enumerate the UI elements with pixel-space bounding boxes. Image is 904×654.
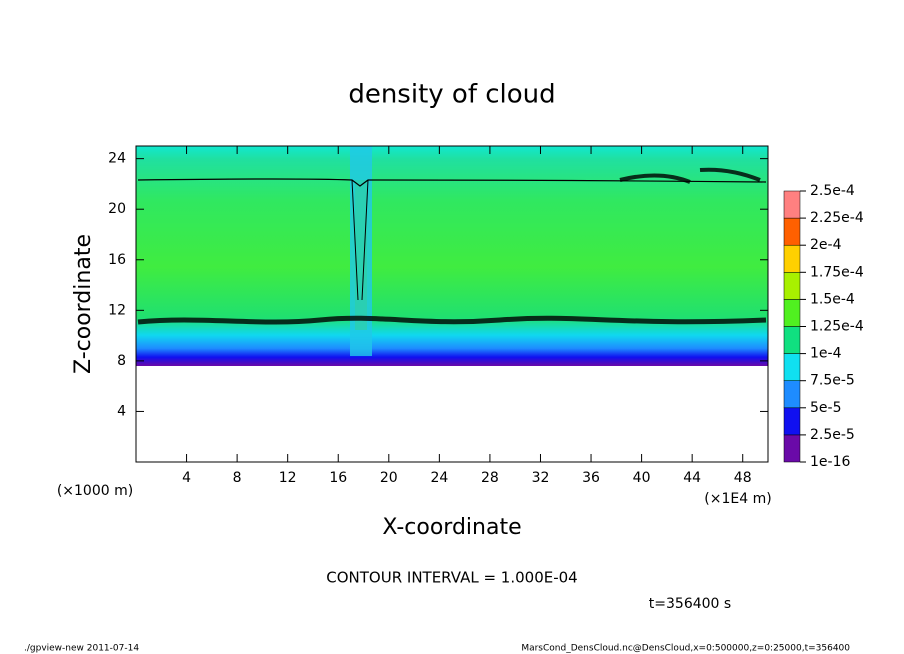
y-axis-label: Z-coordinate <box>71 234 96 374</box>
y-tick-label: 20 <box>108 201 126 217</box>
colorbar-swatch <box>783 272 801 300</box>
y-tick-label: 24 <box>108 151 126 167</box>
colorbar-swatch <box>783 380 801 409</box>
x-tick-label: 12 <box>279 470 297 486</box>
x-tick-label: 44 <box>683 470 701 486</box>
colorbar-swatch <box>783 217 801 246</box>
x-tick-label: 8 <box>233 470 242 486</box>
y-tick-label: 16 <box>108 252 126 268</box>
colorbar-label: 2.5e-4 <box>810 183 855 199</box>
y-tick-label: 12 <box>108 302 126 318</box>
colorbar-swatch <box>783 353 801 381</box>
footer-left: ./gpview-new 2011-07-14 <box>24 644 139 654</box>
plot-frame <box>135 145 769 463</box>
y-tick-label: 8 <box>117 353 126 369</box>
colorbar-swatch <box>783 244 801 273</box>
y-tick-label: 4 <box>117 403 126 419</box>
annotation: t=356400 s <box>649 596 731 612</box>
x-tick-label: 36 <box>582 470 600 486</box>
colorbar-label: 5e-5 <box>810 400 841 416</box>
x-tick-label: 48 <box>734 470 752 486</box>
x-tick-label: 28 <box>481 470 499 486</box>
colorbar-label: 1e-4 <box>810 346 842 362</box>
x-tick-label: 16 <box>329 470 347 486</box>
chart-title: density of cloud <box>348 80 555 110</box>
field <box>136 146 768 366</box>
colorbar-label: 2.5e-5 <box>810 427 855 443</box>
annotation: CONTOUR INTERVAL = 1.000E-04 <box>326 569 577 587</box>
colorbar-label: 1.25e-4 <box>810 319 864 335</box>
colorbar-label: 7.5e-5 <box>810 373 855 389</box>
x-unit: (×1E4 m) <box>704 491 771 507</box>
x-axis-label: X-coordinate <box>382 515 521 540</box>
colorbar-swatch <box>783 407 801 436</box>
x-tick-label: 24 <box>430 470 448 486</box>
colorbar-label: 2.25e-4 <box>810 210 864 226</box>
x-tick-label: 4 <box>182 470 191 486</box>
colorbar-swatch <box>783 299 801 327</box>
y-unit: (×1000 m) <box>57 483 133 499</box>
colorbar-label: 1e-16 <box>810 454 850 470</box>
colorbar-label: 2e-4 <box>810 237 842 253</box>
x-tick-label: 40 <box>633 470 651 486</box>
colorbar-swatch <box>783 326 801 354</box>
colorbar-swatch <box>783 190 801 219</box>
colorbar-label: 1.5e-4 <box>810 291 855 307</box>
footer-right: MarsCond_DensCloud.nc@DensCloud,x=0:5000… <box>521 644 850 654</box>
colorbar-swatch <box>783 434 801 463</box>
x-tick-label: 20 <box>380 470 398 486</box>
colorbar-label: 1.75e-4 <box>810 264 864 280</box>
x-tick-label: 32 <box>532 470 550 486</box>
